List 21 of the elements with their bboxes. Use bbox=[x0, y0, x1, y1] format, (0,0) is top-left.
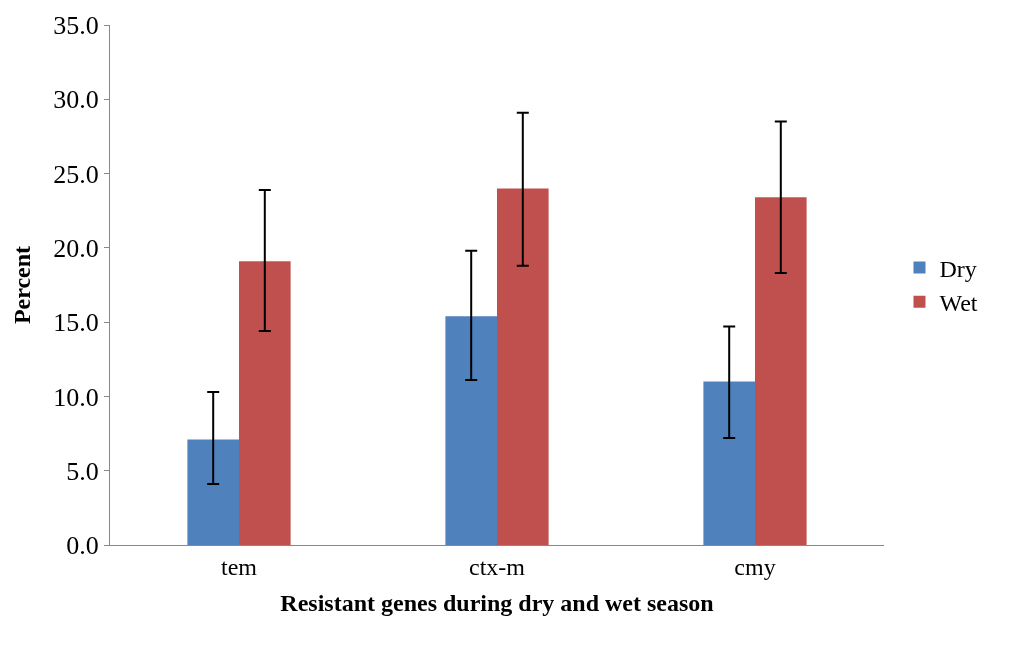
bar bbox=[239, 261, 291, 545]
y-tick-label: 15.0 bbox=[53, 308, 99, 338]
bar bbox=[497, 188, 549, 545]
x-tick-label: tem bbox=[221, 553, 258, 580]
x-tick-label: ctx-m bbox=[469, 553, 526, 580]
y-axis-title: Percent bbox=[9, 245, 36, 325]
y-tick-label: 10.0 bbox=[53, 382, 99, 412]
bar bbox=[445, 316, 497, 545]
legend-label: Wet bbox=[939, 290, 978, 317]
bar bbox=[187, 439, 239, 545]
x-axis-title: Resistant genes during dry and wet season bbox=[280, 590, 714, 617]
y-tick-label: 20.0 bbox=[53, 233, 99, 263]
y-tick-label: 30.0 bbox=[53, 85, 99, 115]
y-tick-label: 0.0 bbox=[66, 531, 99, 561]
y-tick-label: 25.0 bbox=[53, 159, 99, 189]
legend-label: Dry bbox=[939, 255, 977, 282]
bar bbox=[755, 197, 807, 545]
y-tick-label: 5.0 bbox=[66, 456, 99, 486]
y-tick-label: 35.0 bbox=[53, 11, 99, 41]
x-tick-label: cmy bbox=[734, 553, 776, 580]
bar bbox=[703, 381, 755, 545]
